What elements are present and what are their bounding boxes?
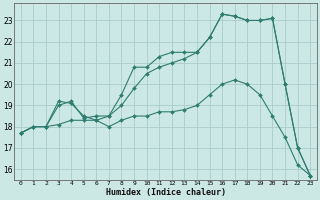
X-axis label: Humidex (Indice chaleur): Humidex (Indice chaleur) [106, 188, 226, 197]
